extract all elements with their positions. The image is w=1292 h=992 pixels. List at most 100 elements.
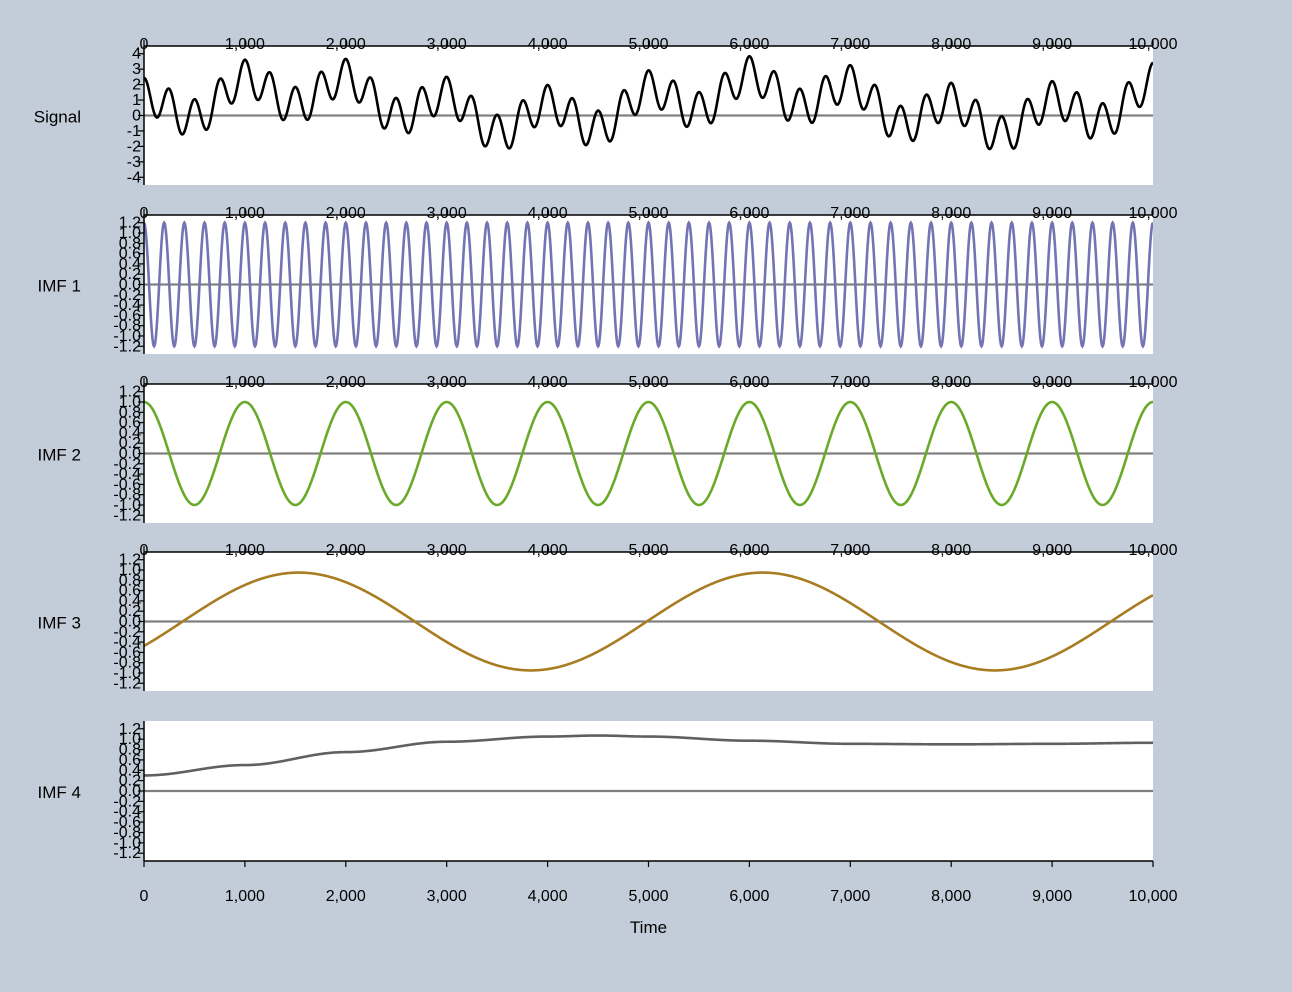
y-tick-label: 0.6 xyxy=(119,583,141,600)
x-tick-label: 3,000 xyxy=(427,542,467,559)
y-tick-label: -0.4 xyxy=(113,466,141,483)
x-tick-label: 5,000 xyxy=(628,542,668,559)
y-tick-label: 1.0 xyxy=(119,731,141,748)
x-tick-label: 5,000 xyxy=(628,36,668,53)
x-tick-label: 8,000 xyxy=(931,36,971,53)
x-tick-label: 0 xyxy=(140,205,149,222)
x-tick-label: 0 xyxy=(140,36,149,53)
y-tick-label: -1.2 xyxy=(113,845,141,862)
y-tick-label: 0.8 xyxy=(119,404,141,421)
x-tick-label: 6,000 xyxy=(729,205,769,222)
x-tick-label: 8,000 xyxy=(931,888,971,905)
y-tick-label: -0.2 xyxy=(113,793,141,810)
y-tick-label: -0.4 xyxy=(113,634,141,651)
row-label: IMF 4 xyxy=(38,783,81,802)
x-tick-label: 2,000 xyxy=(326,205,366,222)
y-tick-label: 1.2 xyxy=(119,721,141,738)
series-line-1 xyxy=(144,54,1153,151)
x-tick-label: 10,000 xyxy=(1129,36,1178,53)
y-tick-label: 1.2 xyxy=(119,384,141,401)
y-tick-label: -0.6 xyxy=(113,307,141,324)
y-tick-label: 1.0 xyxy=(119,562,141,579)
y-tick-label: -1.0 xyxy=(113,665,141,682)
y-tick-label: -0.4 xyxy=(113,804,141,821)
x-tick-label: 7,000 xyxy=(830,205,870,222)
subplot-3: 1.21.00.80.60.40.20.0-0.2-0.4-0.6-0.8-1.… xyxy=(38,374,1178,524)
y-tick-label: 0.4 xyxy=(119,256,141,273)
x-tick-label: 6,000 xyxy=(729,888,769,905)
x-tick-label: 4,000 xyxy=(528,888,568,905)
x-tick-label: 10,000 xyxy=(1129,374,1178,391)
y-tick-label: -0.6 xyxy=(113,476,141,493)
y-tick-label: 0.6 xyxy=(119,246,141,263)
y-tick-label: -0.8 xyxy=(113,318,141,335)
x-tick-label: 1,000 xyxy=(225,542,265,559)
x-tick-label: 0 xyxy=(140,888,149,905)
x-tick-label: 2,000 xyxy=(326,374,366,391)
y-tick-label: 1.0 xyxy=(119,225,141,242)
y-tick-label: -1.0 xyxy=(113,497,141,514)
y-tick-label: 0.6 xyxy=(119,752,141,769)
x-tick-label: 10,000 xyxy=(1129,542,1178,559)
y-tick-label: -0.4 xyxy=(113,297,141,314)
x-tick-label: 0 xyxy=(140,542,149,559)
y-tick-label: 0.2 xyxy=(119,603,141,620)
x-tick-label: 2,000 xyxy=(326,542,366,559)
series-line-4 xyxy=(144,571,1153,672)
y-tick-label: -0.2 xyxy=(113,287,141,304)
y-tick-label: 1 xyxy=(132,92,141,109)
x-tick-label: 9,000 xyxy=(1032,374,1072,391)
y-tick-label: 0.2 xyxy=(119,266,141,283)
x-tick-label: 2,000 xyxy=(326,36,366,53)
x-tick-label: 6,000 xyxy=(729,36,769,53)
x-tick-label: 7,000 xyxy=(830,374,870,391)
x-tick-label: 4,000 xyxy=(528,36,568,53)
y-tick-label: -0.8 xyxy=(113,487,141,504)
x-tick-label: 9,000 xyxy=(1032,205,1072,222)
y-tick-label: 1.2 xyxy=(119,552,141,569)
y-tick-label: 0.0 xyxy=(119,614,141,631)
y-tick-label: 0.0 xyxy=(119,277,141,294)
x-tick-label: 4,000 xyxy=(528,542,568,559)
x-tick-label: 2,000 xyxy=(326,888,366,905)
x-tick-label: 9,000 xyxy=(1032,542,1072,559)
y-tick-label: -1 xyxy=(127,123,141,140)
y-tick-label: 0.2 xyxy=(119,773,141,790)
y-tick-label: 0.8 xyxy=(119,742,141,759)
y-tick-label: -1.0 xyxy=(113,328,141,345)
subplot-2: 1.21.00.80.60.40.20.0-0.2-0.4-0.6-0.8-1.… xyxy=(38,205,1178,355)
y-tick-label: -4 xyxy=(127,169,141,186)
x-tick-label: 3,000 xyxy=(427,888,467,905)
y-tick-label: -1.2 xyxy=(113,338,141,355)
y-tick-label: -1.2 xyxy=(113,507,141,524)
x-tick-label: 1,000 xyxy=(225,374,265,391)
y-tick-label: 0.4 xyxy=(119,425,141,442)
y-tick-label: -0.6 xyxy=(113,644,141,661)
x-tick-label: 6,000 xyxy=(729,374,769,391)
x-tick-label: 9,000 xyxy=(1032,36,1072,53)
y-tick-label: 3 xyxy=(132,61,141,78)
series-line-3 xyxy=(144,400,1153,507)
x-tick-label: 9,000 xyxy=(1032,888,1072,905)
x-tick-label: 0 xyxy=(140,374,149,391)
y-tick-label: 0.8 xyxy=(119,235,141,252)
y-tick-label: 2 xyxy=(132,77,141,94)
x-tick-label: 10,000 xyxy=(1129,205,1178,222)
x-tick-label: 5,000 xyxy=(628,888,668,905)
y-tick-label: -0.8 xyxy=(113,655,141,672)
y-tick-label: 0.2 xyxy=(119,435,141,452)
y-tick-label: 0.4 xyxy=(119,593,141,610)
y-tick-label: 0.6 xyxy=(119,415,141,432)
row-label: IMF 1 xyxy=(38,277,81,296)
x-axis-title: Time xyxy=(630,918,667,937)
y-tick-label: -0.6 xyxy=(113,814,141,831)
x-tick-label: 8,000 xyxy=(931,205,971,222)
x-tick-label: 8,000 xyxy=(931,542,971,559)
y-tick-label: 0.0 xyxy=(119,783,141,800)
x-tick-label: 1,000 xyxy=(225,888,265,905)
row-label: IMF 3 xyxy=(38,614,81,633)
x-tick-label: 3,000 xyxy=(427,205,467,222)
x-tick-label: 5,000 xyxy=(628,374,668,391)
x-tick-label: 7,000 xyxy=(830,542,870,559)
